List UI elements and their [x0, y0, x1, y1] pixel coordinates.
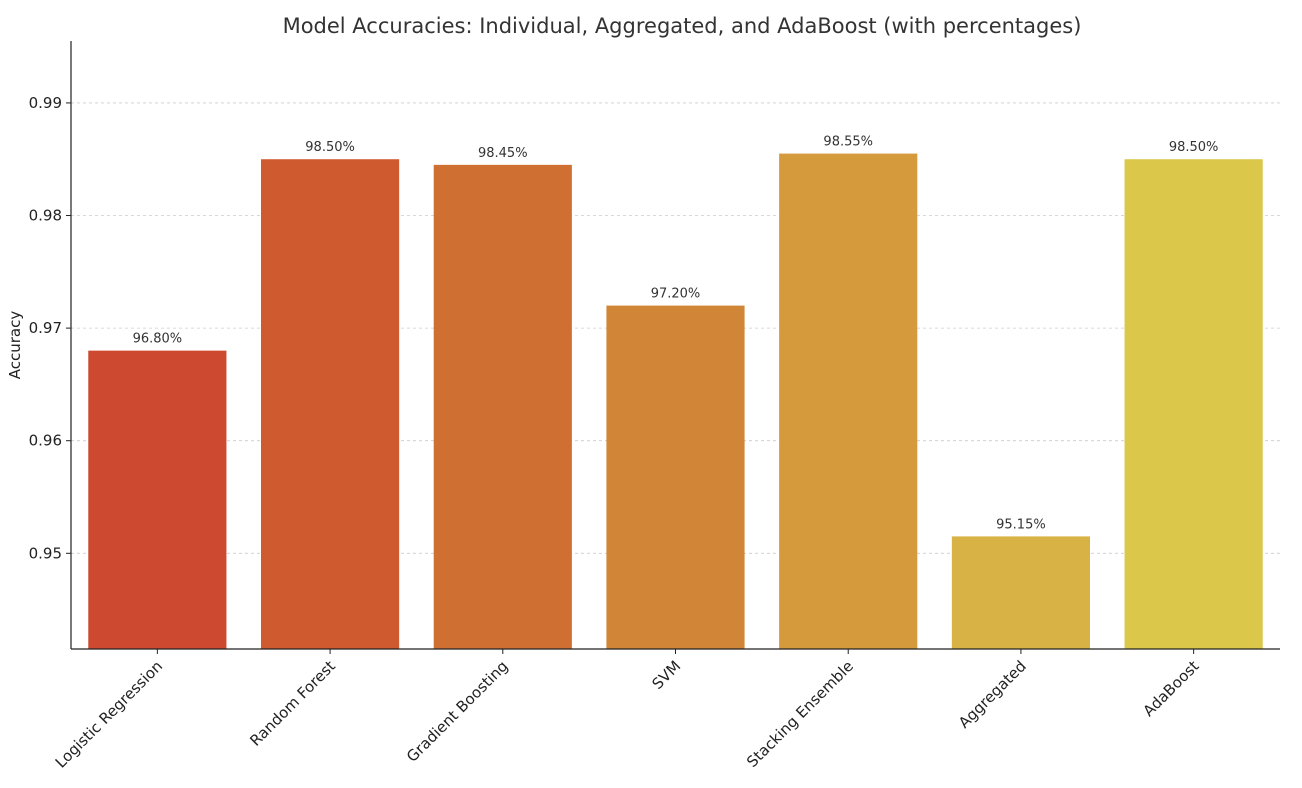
bar-aggregated: [951, 536, 1091, 649]
data-label: 96.80%: [133, 332, 183, 347]
bar-logistic-regression: [88, 350, 227, 649]
bar-random-forest: [260, 159, 400, 649]
y-axis-ticks: 0.95 0.96 0.97 0.98 0.99: [29, 94, 71, 562]
y-tick-label: 0.97: [29, 319, 62, 337]
y-tick-label: 0.99: [29, 94, 62, 112]
bar-adaboost: [1124, 159, 1263, 649]
y-tick-label: 0.98: [29, 207, 62, 225]
data-label: 98.50%: [305, 140, 355, 155]
data-label: 98.50%: [1169, 140, 1219, 155]
x-tick-label: Random Forest: [246, 657, 339, 750]
data-label: 98.55%: [823, 135, 873, 150]
x-tick-label: Logistic Regression: [52, 657, 166, 771]
y-tick-label: 0.95: [29, 544, 62, 562]
data-label: 95.15%: [996, 517, 1046, 532]
bars: [88, 153, 1263, 649]
y-axis-label: Accuracy: [6, 311, 24, 380]
y-tick-label: 0.96: [29, 432, 62, 450]
x-tick-label: SVM: [648, 657, 684, 693]
x-tick-label: AdaBoost: [1139, 657, 1202, 720]
data-label: 97.20%: [651, 287, 701, 302]
data-label: 98.45%: [478, 146, 528, 161]
bar-svm: [606, 305, 745, 649]
x-tick-label: Gradient Boosting: [403, 657, 512, 766]
bar-stacking-ensemble: [779, 153, 918, 649]
bar-gradient-boosting: [433, 164, 572, 649]
chart-title: Model Accuracies: Individual, Aggregated…: [283, 14, 1082, 38]
x-axis-ticks: Logistic Regression Random Forest Gradient…: [52, 649, 1203, 772]
x-tick-label: Aggregated: [955, 657, 1030, 732]
x-tick-label: Stacking Ensemble: [743, 657, 857, 771]
data-labels: 96.80% 98.50% 98.45% 97.20% 98.55% 95.15% 98.5…: [133, 135, 1219, 533]
